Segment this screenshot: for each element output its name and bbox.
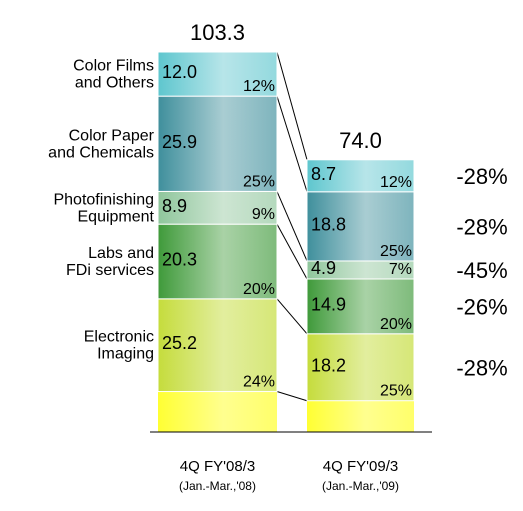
bar-segment-color-films-and-others-0: [157, 51, 278, 97]
bar-segment-color-paper-and-chemicals-0: [157, 95, 278, 192]
value-label: 8.9: [162, 196, 187, 216]
value-label: 18.2: [311, 355, 346, 375]
share-label: 20%: [380, 316, 412, 333]
change-label: -26%: [456, 294, 507, 319]
series-label: and Others: [75, 75, 154, 92]
connector-line: [276, 223, 308, 280]
share-label: 12%: [380, 174, 412, 191]
share-label: 12%: [243, 78, 275, 95]
series-label: Equipment: [78, 208, 155, 225]
bar-segment-electronic-imaging-1: [306, 333, 415, 402]
series-label: Photofinishing: [53, 191, 154, 208]
change-label: -45%: [456, 258, 507, 283]
bar-segment-photofinishing-equipment-0: [157, 190, 278, 225]
bar-segment-labs-and-fdi-services-1: [306, 278, 415, 335]
share-label: 25%: [380, 243, 412, 260]
series-label: and Chemicals: [48, 144, 154, 161]
total-label: 103.3: [190, 20, 245, 45]
series-label: Electronic: [84, 329, 154, 346]
category-sublabel: (Jan.-Mar.,'09): [322, 479, 399, 493]
series-label: FDi services: [66, 262, 154, 279]
connector-line: [276, 391, 308, 402]
bar-base-segment-1: [307, 400, 414, 432]
connector-line: [276, 298, 308, 335]
series-label: Color Paper: [69, 127, 155, 144]
value-label: 18.8: [311, 214, 346, 234]
connector-lines: [276, 51, 308, 402]
series-label: Labs and: [88, 245, 154, 262]
change-label: -28%: [456, 214, 507, 239]
labels: 25.2 24% 20.3 20% 8.9 9% 25.9 25% 12.0 12% 103.3 4Q…: [48, 20, 508, 493]
bar-segment-color-films-and-others-1: [306, 159, 415, 193]
connector-line: [276, 191, 308, 262]
total-label: 74.0: [339, 128, 382, 153]
value-label: 12.0: [162, 62, 197, 82]
change-label: -28%: [456, 355, 507, 380]
share-label: 7%: [389, 261, 412, 278]
value-label: 25.2: [162, 333, 197, 353]
value-label: 8.7: [311, 164, 336, 184]
value-label: 4.9: [311, 258, 336, 278]
value-label: 20.3: [162, 249, 197, 269]
share-label: 20%: [243, 281, 275, 298]
share-label: 9%: [252, 206, 275, 223]
bars: [157, 51, 415, 432]
category-label: 4Q FY'09/3: [323, 458, 398, 475]
value-label: 25.9: [162, 132, 197, 152]
category-label: 4Q FY'08/3: [180, 458, 255, 475]
share-label: 24%: [243, 374, 275, 391]
series-label: Color Films: [73, 58, 154, 75]
value-label: 14.9: [311, 294, 346, 314]
series-label: Imaging: [97, 346, 154, 363]
share-label: 25%: [380, 383, 412, 400]
connector-line: [276, 95, 308, 192]
share-label: 25%: [243, 173, 275, 190]
change-label: -28%: [456, 164, 507, 189]
bar-segment-color-paper-and-chemicals-1: [306, 191, 415, 262]
bar-segment-electronic-imaging-0: [157, 298, 278, 393]
connector-line: [276, 51, 308, 160]
category-sublabel: (Jan.-Mar.,'08): [179, 479, 256, 493]
bar-base-segment-0: [158, 391, 277, 432]
